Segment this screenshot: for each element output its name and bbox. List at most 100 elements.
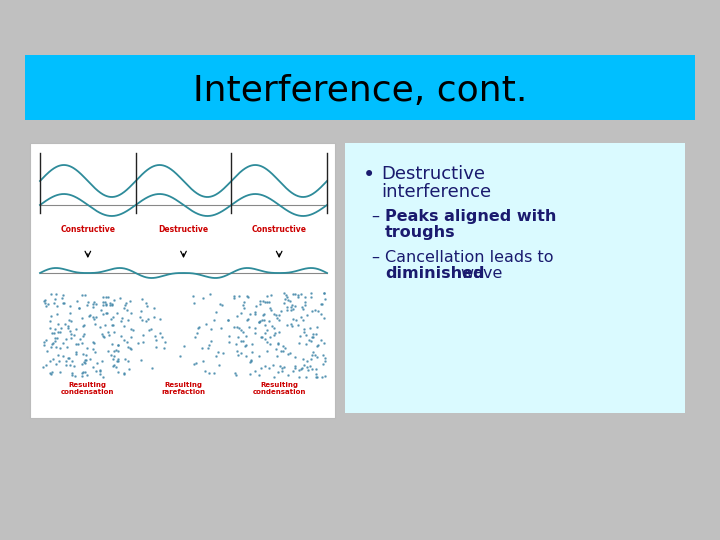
Point bbox=[259, 321, 271, 329]
Point bbox=[87, 363, 99, 372]
Text: Cancellation leads to: Cancellation leads to bbox=[385, 250, 554, 265]
Point bbox=[244, 309, 256, 318]
Point bbox=[45, 312, 57, 320]
Point bbox=[44, 368, 55, 377]
Point bbox=[245, 356, 256, 365]
Point bbox=[300, 372, 311, 381]
Point bbox=[299, 325, 310, 333]
Point bbox=[242, 292, 253, 300]
Point bbox=[287, 305, 299, 313]
Point bbox=[235, 349, 247, 358]
Point bbox=[52, 310, 63, 319]
Point bbox=[284, 349, 296, 357]
Point bbox=[291, 315, 302, 324]
Point bbox=[50, 290, 62, 299]
Point bbox=[316, 299, 328, 308]
Point bbox=[297, 316, 309, 325]
Point bbox=[40, 296, 51, 305]
Point bbox=[97, 310, 109, 319]
Point bbox=[107, 301, 118, 309]
Text: diminished: diminished bbox=[385, 266, 485, 280]
Point bbox=[310, 306, 321, 314]
Point bbox=[297, 302, 308, 311]
Point bbox=[312, 322, 323, 331]
Point bbox=[305, 324, 316, 333]
Point bbox=[80, 355, 91, 364]
Point bbox=[237, 300, 248, 309]
Point bbox=[68, 330, 80, 339]
Point bbox=[257, 310, 269, 319]
Point bbox=[253, 318, 264, 327]
Point bbox=[293, 366, 305, 374]
Point bbox=[311, 341, 323, 350]
Point bbox=[77, 367, 89, 376]
Point bbox=[257, 297, 269, 306]
Point bbox=[294, 365, 306, 374]
Point bbox=[44, 357, 55, 366]
Point bbox=[284, 296, 296, 305]
Point bbox=[239, 341, 251, 350]
Point bbox=[197, 356, 209, 365]
Point bbox=[37, 362, 48, 371]
Point bbox=[140, 299, 152, 307]
Point bbox=[135, 312, 146, 321]
Point bbox=[76, 339, 88, 347]
Point bbox=[297, 363, 308, 372]
Point bbox=[58, 339, 69, 348]
Point bbox=[249, 323, 261, 332]
Point bbox=[65, 334, 76, 342]
Point bbox=[253, 370, 265, 379]
Point bbox=[269, 324, 280, 333]
Point bbox=[46, 328, 58, 337]
Point bbox=[64, 360, 76, 369]
Point bbox=[213, 360, 225, 369]
Point bbox=[253, 352, 264, 360]
Point bbox=[240, 340, 251, 349]
Point bbox=[297, 305, 309, 313]
Point bbox=[292, 293, 304, 302]
Point bbox=[310, 370, 321, 379]
Point bbox=[217, 348, 228, 357]
Point bbox=[309, 351, 320, 360]
Point bbox=[53, 320, 64, 328]
Point bbox=[287, 367, 299, 375]
Point bbox=[231, 322, 243, 331]
Point bbox=[88, 315, 99, 323]
Point bbox=[100, 301, 112, 309]
Point bbox=[296, 312, 307, 321]
Point bbox=[261, 326, 273, 334]
Point bbox=[89, 339, 100, 348]
Text: troughs: troughs bbox=[385, 225, 456, 240]
Point bbox=[273, 328, 284, 336]
Point bbox=[125, 325, 137, 333]
Point bbox=[108, 346, 120, 355]
Point bbox=[245, 370, 256, 379]
Point bbox=[297, 355, 308, 363]
Point bbox=[58, 299, 70, 308]
Point bbox=[87, 303, 99, 312]
Point bbox=[55, 324, 66, 333]
Text: •: • bbox=[363, 165, 375, 185]
Point bbox=[46, 368, 58, 376]
Point bbox=[235, 337, 247, 346]
Point bbox=[79, 359, 91, 367]
Point bbox=[232, 347, 243, 355]
Point bbox=[258, 316, 270, 325]
Point bbox=[216, 301, 228, 309]
Point bbox=[276, 363, 287, 372]
Point bbox=[223, 332, 235, 341]
Point bbox=[142, 314, 153, 323]
Point bbox=[108, 296, 120, 305]
Point bbox=[94, 367, 106, 376]
Point bbox=[100, 300, 112, 309]
Point bbox=[234, 323, 246, 332]
Point bbox=[78, 329, 89, 338]
Point bbox=[264, 340, 276, 349]
Point bbox=[249, 366, 261, 375]
Point bbox=[301, 310, 312, 319]
Point bbox=[51, 302, 63, 310]
Point bbox=[107, 313, 119, 322]
Point bbox=[38, 297, 50, 306]
Point bbox=[209, 369, 220, 377]
Point bbox=[302, 366, 314, 374]
